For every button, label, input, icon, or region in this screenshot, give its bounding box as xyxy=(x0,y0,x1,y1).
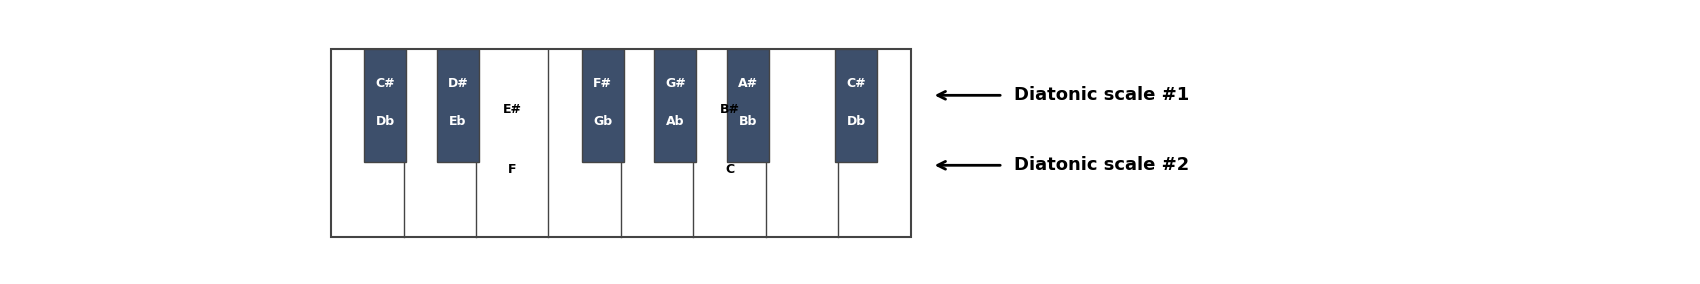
Bar xyxy=(364,49,406,162)
Text: B#: B# xyxy=(719,103,740,116)
Text: C#: C# xyxy=(376,77,394,90)
Bar xyxy=(437,49,479,162)
Text: Diatonic scale #1: Diatonic scale #1 xyxy=(1013,86,1188,104)
Text: Diatonic scale #2: Diatonic scale #2 xyxy=(1013,156,1188,174)
Text: F#: F# xyxy=(593,77,612,90)
Text: E#: E# xyxy=(503,103,522,116)
Text: A#: A# xyxy=(738,77,758,90)
Bar xyxy=(654,49,697,162)
Bar xyxy=(835,49,877,162)
Text: G#: G# xyxy=(665,77,685,90)
Bar xyxy=(581,49,624,162)
Text: Bb: Bb xyxy=(738,115,756,128)
Text: C: C xyxy=(726,163,734,176)
Text: F: F xyxy=(508,163,517,176)
Text: Eb: Eb xyxy=(449,115,466,128)
Text: C#: C# xyxy=(847,77,867,90)
Bar xyxy=(332,49,911,237)
Text: Db: Db xyxy=(847,115,865,128)
Text: Db: Db xyxy=(376,115,394,128)
Text: Gb: Gb xyxy=(593,115,612,128)
Text: Ab: Ab xyxy=(666,115,685,128)
Text: D#: D# xyxy=(447,77,468,90)
Bar xyxy=(726,49,768,162)
